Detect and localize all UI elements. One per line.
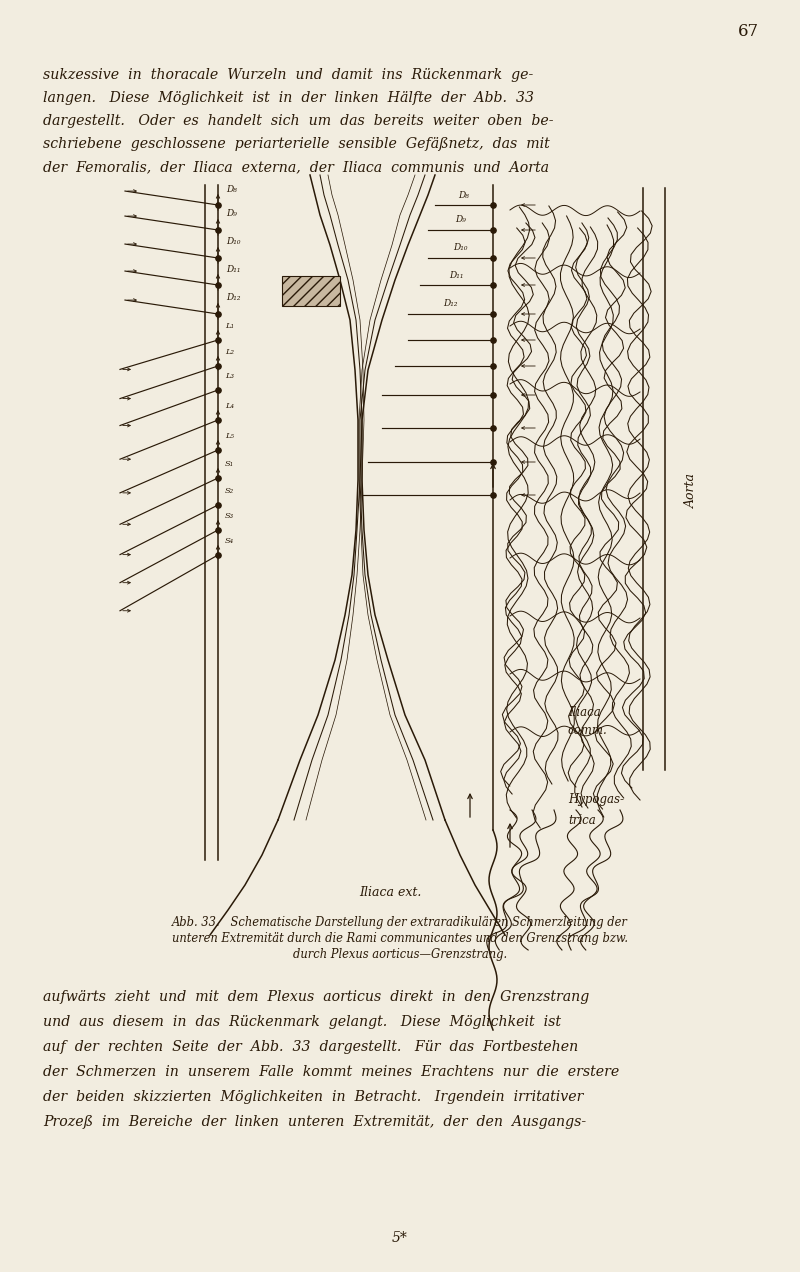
- Text: langen.   Diese  Möglichkeit  ist  in  der  linken  Hälfte  der  Abb.  33: langen. Diese Möglichkeit ist in der lin…: [43, 92, 534, 106]
- Text: L₅: L₅: [225, 432, 234, 440]
- Text: D₁₁: D₁₁: [226, 265, 241, 273]
- Text: dargestellt.   Oder  es  handelt  sich  um  das  bereits  weiter  oben  be-: dargestellt. Oder es handelt sich um das…: [43, 114, 554, 128]
- Text: S₁: S₁: [225, 460, 234, 468]
- Text: Hypogas-: Hypogas-: [568, 794, 624, 806]
- Text: der  Schmerzen  in  unserem  Falle  kommt  meines  Erachtens  nur  die  erstere: der Schmerzen in unserem Falle kommt mei…: [43, 1065, 619, 1079]
- Text: der  Femoralis,  der  Iliaca  externa,  der  Iliaca  communis  und  Aorta: der Femoralis, der Iliaca externa, der I…: [43, 160, 549, 174]
- Text: L₃: L₃: [225, 371, 234, 380]
- Text: der  beiden  skizzierten  Möglichkeiten  in  Betracht.   Irgendein  irritativer: der beiden skizzierten Möglichkeiten in …: [43, 1090, 583, 1104]
- Text: Aorta: Aorta: [685, 472, 698, 508]
- Text: D₈: D₈: [458, 191, 470, 200]
- Text: und  aus  diesem  in  das  Rückenmark  gelangt.   Diese  Möglichkeit  ist: und aus diesem in das Rückenmark gelangt…: [43, 1015, 561, 1029]
- Text: Abb. 33.   Schematische Darstellung der extraradikulären Schmerzleitung der: Abb. 33. Schematische Darstellung der ex…: [172, 916, 628, 929]
- Text: D₁₂: D₁₂: [226, 294, 241, 303]
- Text: Iliaca ext.: Iliaca ext.: [359, 885, 421, 898]
- Text: 67: 67: [738, 23, 758, 41]
- Text: Iliaca: Iliaca: [568, 706, 601, 719]
- Text: D₉: D₉: [455, 215, 466, 224]
- Text: unteren Extremität durch die Rami communicantes und den Grenzstrang bzw.: unteren Extremität durch die Rami commun…: [172, 932, 628, 945]
- Bar: [282, 276, 340, 307]
- Text: S₃: S₃: [225, 513, 234, 520]
- Text: schriebene  geschlossene  periarterielle  sensible  Gefäßnetz,  das  mit: schriebene geschlossene periarterielle s…: [43, 137, 550, 151]
- Text: D₁₂: D₁₂: [443, 299, 458, 309]
- Text: D₁₀: D₁₀: [454, 243, 468, 253]
- Text: auf  der  rechten  Seite  der  Abb.  33  dargestellt.   Für  das  Fortbestehen: auf der rechten Seite der Abb. 33 darges…: [43, 1040, 578, 1054]
- Text: trica: trica: [568, 814, 596, 827]
- Text: D₁₁: D₁₁: [450, 271, 464, 280]
- Text: S₄: S₄: [225, 537, 234, 544]
- Text: Prozeß  im  Bereiche  der  linken  unteren  Extremität,  der  den  Ausgangs-: Prozeß im Bereiche der linken unteren Ex…: [43, 1116, 586, 1130]
- Text: D₈: D₈: [226, 184, 237, 193]
- Text: aufwärts  zieht  und  mit  dem  Plexus  aorticus  direkt  in  den  Grenzstrang: aufwärts zieht und mit dem Plexus aortic…: [43, 990, 590, 1004]
- Text: L₄: L₄: [225, 402, 234, 410]
- Text: D₁₀: D₁₀: [226, 238, 241, 247]
- Text: L₁: L₁: [225, 322, 234, 329]
- Text: S₂: S₂: [225, 487, 234, 495]
- Text: D₉: D₉: [226, 210, 237, 219]
- Text: comm.: comm.: [568, 724, 608, 736]
- Text: durch Plexus aorticus—Grenzstrang.: durch Plexus aorticus—Grenzstrang.: [293, 948, 507, 962]
- Text: 5*: 5*: [392, 1231, 408, 1245]
- Text: sukzessive  in  thoracale  Wurzeln  und  damit  ins  Rückenmark  ge-: sukzessive in thoracale Wurzeln und dami…: [43, 67, 534, 81]
- Text: L₂: L₂: [225, 349, 234, 356]
